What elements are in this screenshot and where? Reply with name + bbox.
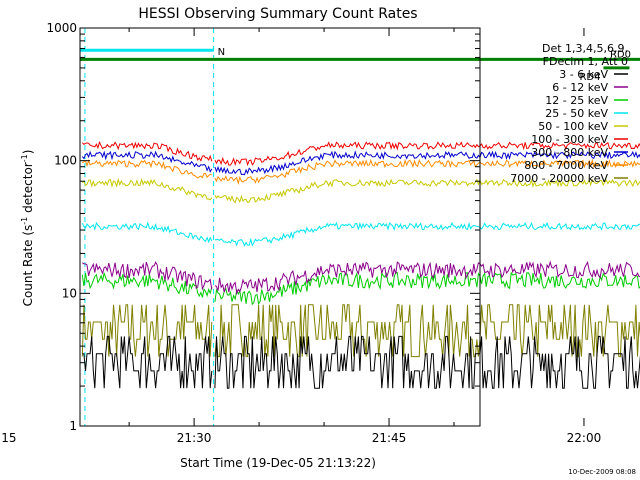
legend-header: Det 1,3,4,5,6,9, (542, 42, 628, 55)
legend-label: 300 - 800 keV (531, 146, 608, 159)
flag-label-rd0: RD0 (610, 49, 631, 60)
axis-ticks: 21:1521:3021:4522:0022:1522:3022:4511010… (0, 21, 602, 445)
series-line (81, 177, 640, 204)
footer-timestamp: 10-Dec-2009 08:08 (568, 468, 636, 476)
plot-frame (79, 27, 481, 427)
x-tick-label: 21:30 (177, 431, 212, 445)
legend: Det 1,3,4,5,6,9,FDecim 1, Att 03 - 6 keV… (510, 42, 628, 185)
series-line (81, 150, 640, 176)
legend-label: 50 - 100 keV (538, 120, 608, 133)
legend-label: 100 - 300 keV (531, 133, 608, 146)
legend-label: 800 - 7000 keV (524, 159, 608, 172)
x-tick-label: 21:45 (372, 431, 407, 445)
y-tick-label: 10 (62, 286, 77, 300)
legend-label: 7000 - 20000 keV (510, 172, 608, 185)
y-axis-label: Count Rate (s-1 detector-1) (20, 150, 35, 307)
x-tick-label: 21:15 (0, 431, 16, 445)
legend-header: FDecim 1, Att 0 (543, 55, 628, 68)
chart-title: HESSI Observing Summary Count Rates (138, 6, 417, 22)
legend-label: 6 - 12 keV (552, 81, 608, 94)
legend-label: 3 - 6 keV (559, 68, 608, 81)
series-line (82, 260, 640, 296)
y-tick-label: 1000 (46, 21, 77, 35)
y-tick-label: 1 (69, 419, 77, 433)
series-line (81, 271, 640, 306)
series-line (81, 304, 640, 358)
series-line (82, 335, 640, 389)
series-line (82, 158, 640, 186)
series-layer (81, 140, 640, 389)
legend-label: 12 - 25 keV (545, 94, 608, 107)
series-line (81, 140, 640, 167)
legend-label: 25 - 50 keV (545, 107, 608, 120)
y-tick-label: 100 (54, 154, 77, 168)
flag-bars: NSRD0RD4 (80, 47, 640, 83)
flag-label-n: N (218, 47, 225, 58)
flag-label-rd4: RD4 (579, 72, 600, 83)
x-axis-label: Start Time (19-Dec-05 21:13:22) (180, 456, 376, 470)
series-line (81, 221, 640, 247)
x-tick-label: 22:00 (567, 431, 602, 445)
